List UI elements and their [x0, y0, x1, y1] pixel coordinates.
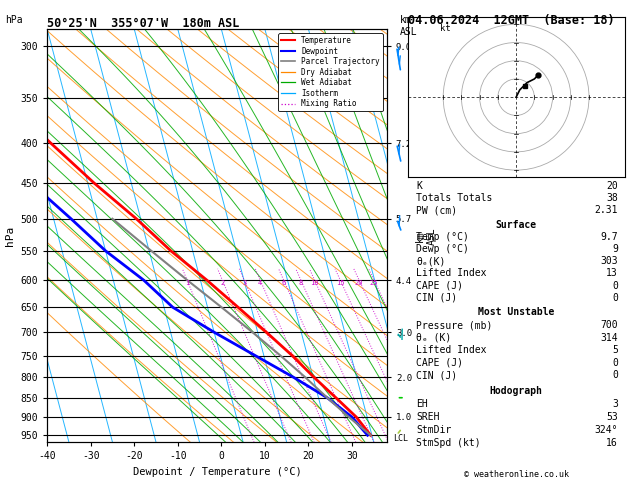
Text: CIN (J): CIN (J): [416, 293, 457, 303]
Text: 9: 9: [612, 244, 618, 254]
Text: Surface: Surface: [496, 220, 537, 230]
Text: 700: 700: [601, 320, 618, 330]
Text: Dewp (°C): Dewp (°C): [416, 244, 469, 254]
Text: 15: 15: [336, 280, 345, 286]
Text: θₑ(K): θₑ(K): [416, 256, 446, 266]
Text: © weatheronline.co.uk: © weatheronline.co.uk: [464, 469, 569, 479]
Text: Lifted Index: Lifted Index: [416, 345, 487, 355]
Text: CIN (J): CIN (J): [416, 370, 457, 380]
Text: SREH: SREH: [416, 412, 440, 422]
Text: 0: 0: [612, 293, 618, 303]
Y-axis label: hPa: hPa: [5, 226, 15, 246]
Text: 0: 0: [612, 370, 618, 380]
Text: StmDir: StmDir: [416, 425, 452, 435]
Text: 2: 2: [220, 280, 225, 286]
Text: 324°: 324°: [594, 425, 618, 435]
Text: CAPE (J): CAPE (J): [416, 358, 464, 368]
X-axis label: Dewpoint / Temperature (°C): Dewpoint / Temperature (°C): [133, 467, 301, 477]
Text: Lifted Index: Lifted Index: [416, 268, 487, 278]
Text: 8: 8: [299, 280, 303, 286]
Text: 303: 303: [601, 256, 618, 266]
Text: km: km: [399, 15, 411, 25]
Text: θₑ (K): θₑ (K): [416, 332, 452, 343]
Text: CAPE (J): CAPE (J): [416, 280, 464, 291]
Text: 4: 4: [258, 280, 262, 286]
Text: hPa: hPa: [5, 15, 23, 25]
Text: LCL: LCL: [393, 434, 408, 443]
Text: 10: 10: [310, 280, 319, 286]
Text: Hodograph: Hodograph: [489, 385, 543, 396]
Text: StmSpd (kt): StmSpd (kt): [416, 438, 481, 448]
Text: 13: 13: [606, 268, 618, 278]
Text: 16: 16: [606, 438, 618, 448]
Text: 6: 6: [282, 280, 286, 286]
Text: kt: kt: [440, 24, 450, 34]
Text: Most Unstable: Most Unstable: [478, 308, 554, 317]
Text: K: K: [416, 181, 422, 191]
Text: 0: 0: [612, 280, 618, 291]
Text: 314: 314: [601, 332, 618, 343]
Text: 53: 53: [606, 412, 618, 422]
Text: 20: 20: [606, 181, 618, 191]
Text: 25: 25: [370, 280, 378, 286]
Text: 3: 3: [242, 280, 247, 286]
Text: 50°25'N  355°07'W  180m ASL: 50°25'N 355°07'W 180m ASL: [47, 17, 240, 30]
Text: ASL: ASL: [399, 27, 417, 37]
Text: 04.06.2024  12GMT  (Base: 18): 04.06.2024 12GMT (Base: 18): [408, 14, 614, 27]
Text: 38: 38: [606, 193, 618, 203]
Text: EH: EH: [416, 399, 428, 409]
Text: 9.7: 9.7: [601, 232, 618, 242]
Text: 20: 20: [355, 280, 364, 286]
Text: 0: 0: [612, 358, 618, 368]
Text: 1: 1: [185, 280, 189, 286]
Text: 3: 3: [612, 399, 618, 409]
Text: Pressure (mb): Pressure (mb): [416, 320, 493, 330]
Y-axis label: km
ASL: km ASL: [415, 227, 437, 244]
Legend: Temperature, Dewpoint, Parcel Trajectory, Dry Adiabat, Wet Adiabat, Isotherm, Mi: Temperature, Dewpoint, Parcel Trajectory…: [279, 33, 383, 111]
Text: Temp (°C): Temp (°C): [416, 232, 469, 242]
Text: PW (cm): PW (cm): [416, 205, 457, 215]
Text: Totals Totals: Totals Totals: [416, 193, 493, 203]
Text: 2.31: 2.31: [594, 205, 618, 215]
Text: 5: 5: [612, 345, 618, 355]
